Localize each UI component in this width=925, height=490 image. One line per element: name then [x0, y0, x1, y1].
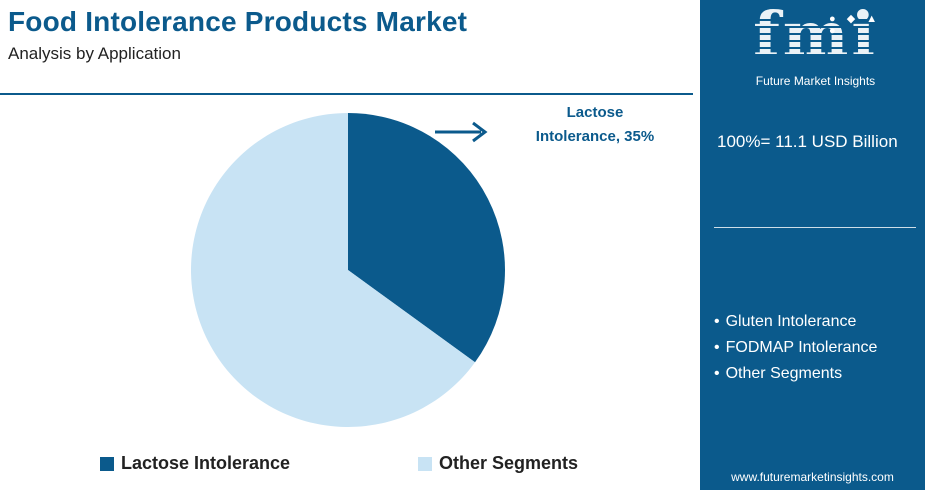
info-panel: fmi ● ◆ ▲ ● Future Market Insights 100%=… [700, 0, 925, 490]
website-link[interactable]: www.futuremarketinsights.com [731, 470, 894, 484]
panel-divider [714, 227, 916, 228]
data-label-line-1: Lactose [566, 104, 624, 121]
legend-label-lactose: Lactose Intolerance [121, 453, 291, 473]
list-item-label: Other Segments [725, 365, 843, 382]
title-divider [0, 93, 693, 95]
logo-stripes [733, 14, 898, 70]
chart-title: Food Intolerance Products Market [8, 6, 468, 37]
lactose-data-label: Lactose Intolerance, 35% [515, 101, 675, 149]
list-item: • Other Segments [714, 361, 877, 387]
data-label-line-2: Intolerance, 35% [535, 128, 655, 145]
fmi-logo: fmi ● ◆ ▲ ● Future Market Insights [733, 2, 898, 94]
pie-slice-other-segments [190, 113, 476, 428]
legend-swatch-lactose [100, 456, 114, 471]
legend-swatch-other [418, 456, 432, 471]
callout-arrow-icon [435, 121, 488, 143]
legend-label-other: Other Segments [439, 453, 579, 473]
legend-item-other: Other Segments [418, 453, 578, 474]
bullet-icon: • [714, 365, 720, 382]
pie-slice-lactose-intolerance [348, 113, 505, 363]
logo-icons: ● ◆ ▲ ● [829, 13, 882, 37]
chart-subtitle: Analysis by Application [8, 44, 181, 63]
market-total: 100%= 11.1 USD Billion [717, 132, 898, 151]
other-segments-list: • Gluten Intolerance • FODMAP Intolerance … [714, 309, 877, 387]
list-item-label: FODMAP Intolerance [725, 339, 878, 356]
logo-tagline: Future Market Insights [755, 74, 876, 88]
bullet-icon: • [714, 339, 720, 356]
list-item: • FODMAP Intolerance [714, 335, 877, 361]
legend-item-lactose: Lactose Intolerance [100, 453, 290, 474]
bullet-icon: • [714, 313, 720, 330]
list-item: • Gluten Intolerance [714, 309, 877, 335]
pie-chart [190, 113, 505, 428]
list-item-label: Gluten Intolerance [725, 313, 857, 330]
